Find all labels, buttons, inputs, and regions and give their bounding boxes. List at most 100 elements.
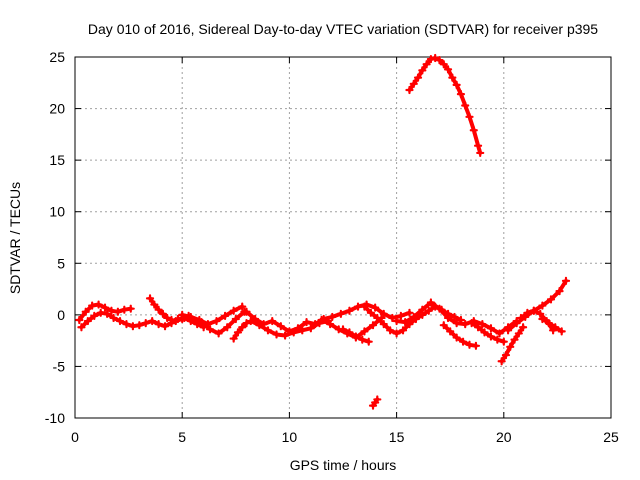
series-arc-l — [392, 298, 521, 338]
series-arc-r — [538, 314, 566, 336]
data-point — [409, 79, 418, 88]
series-arc-f — [229, 319, 251, 343]
data-point — [220, 311, 230, 320]
data-point — [88, 301, 97, 310]
data-point — [461, 101, 470, 110]
data-point — [229, 306, 238, 315]
data-point — [368, 321, 378, 330]
x-axis-label: GPS time / hours — [290, 457, 397, 473]
series-arc-n — [467, 319, 508, 346]
x-tick-label: 10 — [282, 429, 298, 445]
axis-ticks: 0 5 10 15 20 25 -10 -5 0 5 10 15 20 25 — [45, 49, 619, 445]
data-point — [214, 329, 223, 338]
data-point — [263, 326, 273, 335]
data-point — [469, 126, 478, 135]
y-axis-label: SDTVAR / TECUs — [7, 182, 23, 294]
data-point — [345, 328, 354, 337]
data-point — [386, 326, 395, 335]
data-point — [523, 308, 532, 317]
data-point — [115, 316, 125, 326]
data-point — [126, 304, 135, 313]
data-point — [94, 300, 103, 309]
data-point — [160, 322, 170, 331]
data-point — [452, 80, 461, 89]
x-tick-label: 15 — [389, 429, 405, 445]
data-point — [150, 300, 159, 309]
data-point — [424, 306, 433, 315]
data-point — [336, 309, 345, 318]
data-point — [317, 315, 326, 325]
data-point — [326, 320, 335, 329]
data-point — [373, 313, 382, 323]
data-point — [443, 65, 453, 74]
series-arc-o — [497, 323, 528, 366]
data-point — [435, 55, 444, 65]
data-point — [471, 341, 481, 350]
data-point — [503, 326, 513, 335]
data-point — [426, 298, 436, 307]
data-point — [212, 316, 221, 326]
data-point — [473, 323, 483, 332]
data-point — [289, 328, 298, 337]
data-point — [188, 315, 198, 325]
data-point — [364, 337, 373, 346]
data-point — [113, 307, 122, 316]
data-point — [302, 317, 311, 327]
data-point — [435, 304, 444, 313]
data-point — [401, 317, 410, 327]
data-point — [246, 316, 255, 326]
data-point — [371, 303, 380, 312]
data-point — [388, 313, 397, 323]
data-point — [465, 112, 474, 121]
data-point — [135, 321, 144, 330]
data-point — [328, 312, 337, 322]
data-point — [493, 335, 502, 344]
data-point — [536, 309, 545, 318]
y-tick-label: 25 — [49, 49, 65, 65]
data-point — [516, 313, 526, 323]
data-point — [510, 335, 519, 344]
x-tick-label: 25 — [603, 429, 619, 445]
series-arc-c — [145, 294, 193, 326]
data-point — [233, 328, 243, 337]
data-point — [544, 319, 553, 328]
data-point — [405, 308, 414, 317]
x-tick-label: 0 — [71, 429, 79, 445]
data-point — [141, 319, 150, 328]
data-point — [557, 327, 566, 336]
data-point — [154, 320, 163, 329]
data-point — [431, 53, 440, 63]
data-point — [107, 306, 116, 315]
data-point — [538, 301, 547, 310]
data-point — [518, 323, 528, 332]
data-point — [497, 357, 506, 366]
data-point — [506, 342, 515, 351]
data-point — [452, 319, 461, 328]
data-point — [96, 308, 105, 317]
data-point — [538, 314, 547, 324]
data-point — [439, 321, 448, 330]
y-tick-label: -10 — [45, 410, 65, 426]
data-point — [446, 327, 455, 336]
data-point — [392, 329, 401, 338]
data-point — [122, 320, 131, 329]
data-point — [514, 329, 523, 338]
data-point — [473, 141, 483, 150]
y-tick-label: 5 — [57, 255, 65, 271]
x-tick-label: 20 — [496, 429, 512, 445]
data-point — [555, 287, 564, 296]
data-point — [360, 302, 369, 311]
data-point — [281, 331, 290, 340]
data-point — [461, 320, 470, 329]
data-point — [439, 60, 448, 69]
y-tick-label: 0 — [57, 307, 65, 323]
y-tick-label: 15 — [49, 152, 65, 168]
series-arc-t — [405, 53, 485, 158]
data-point — [338, 325, 348, 334]
data-point — [360, 327, 369, 336]
data-point — [276, 322, 285, 331]
x-tick-label: 5 — [178, 429, 186, 445]
data-point — [452, 333, 461, 342]
